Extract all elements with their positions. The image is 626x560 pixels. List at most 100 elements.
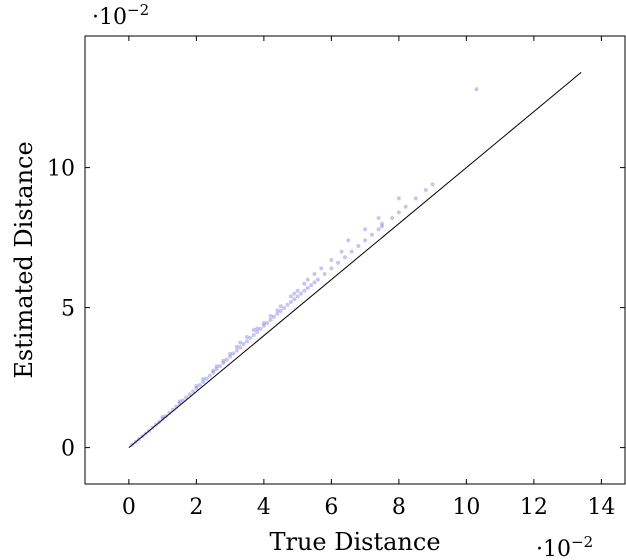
- data-point: [153, 422, 158, 427]
- y-tick-label: 5: [61, 297, 75, 322]
- x-axis-title: True Distance: [269, 528, 440, 556]
- data-point: [194, 384, 199, 388]
- data-point: [211, 368, 216, 373]
- x-tick-label: 0: [122, 495, 136, 520]
- data-point: [197, 383, 202, 388]
- data-point: [292, 297, 297, 302]
- data-point: [251, 333, 256, 338]
- data-point: [295, 288, 300, 293]
- data-point: [299, 291, 303, 296]
- data-point: [288, 300, 293, 304]
- data-point: [228, 354, 233, 359]
- data-point: [258, 326, 263, 331]
- data-point: [376, 227, 381, 232]
- data-point: [268, 314, 273, 318]
- data-point: [265, 321, 270, 325]
- x-tick-label: 10: [452, 495, 480, 520]
- data-point: [184, 395, 189, 400]
- data-point: [309, 283, 314, 288]
- data-point: [292, 291, 297, 296]
- data-point: [133, 440, 138, 444]
- data-point: [130, 442, 135, 447]
- data-point: [160, 414, 165, 419]
- x-scale-label: ·10−2: [536, 533, 593, 560]
- x-tick-label: 8: [392, 495, 406, 520]
- data-point: [336, 260, 341, 265]
- data-point: [403, 204, 408, 209]
- y-axis-title: Estimated Distance: [10, 141, 38, 378]
- y-scale-base: ·10: [92, 5, 127, 30]
- data-point: [322, 272, 327, 276]
- data-point: [150, 425, 155, 430]
- data-point: [214, 367, 219, 372]
- data-point: [356, 244, 361, 248]
- data-point: [268, 317, 273, 322]
- data-point: [187, 392, 192, 397]
- y-tick-label: 10: [47, 157, 75, 182]
- data-point: [180, 398, 185, 403]
- data-point: [160, 416, 165, 421]
- x-tick-label: 2: [189, 495, 203, 520]
- data-point: [177, 399, 182, 404]
- data-point: [234, 344, 239, 349]
- chart-marks: [128, 72, 582, 448]
- data-point: [302, 281, 307, 286]
- data-point: [245, 339, 249, 344]
- data-point: [241, 342, 246, 346]
- data-point: [339, 249, 344, 254]
- data-point: [238, 340, 243, 345]
- data-point: [423, 188, 428, 192]
- data-point: [315, 277, 320, 282]
- data-point: [255, 329, 260, 334]
- data-point: [369, 232, 374, 237]
- y-scale-exponent: −2: [127, 1, 149, 19]
- data-point: [221, 358, 226, 363]
- data-point: [285, 302, 290, 307]
- data-point: [278, 308, 283, 313]
- data-point: [140, 434, 145, 439]
- data-point: [164, 413, 168, 418]
- x-tick-label: 14: [587, 495, 615, 520]
- data-point: [207, 373, 212, 378]
- data-point: [363, 227, 368, 232]
- x-tick-label: 4: [257, 495, 271, 520]
- data-point: [430, 182, 435, 187]
- data-point: [248, 335, 253, 340]
- reference-line: [128, 72, 582, 448]
- data-point: [342, 255, 347, 260]
- y-scale-label: ·10−2: [92, 1, 149, 30]
- data-point: [295, 294, 300, 299]
- data-point: [201, 380, 206, 385]
- data-point: [329, 266, 334, 271]
- y-axis-ticks: 0 5 10: [47, 157, 625, 462]
- data-point: [261, 321, 266, 325]
- data-point: [211, 370, 216, 375]
- data-point: [319, 266, 324, 271]
- data-point: [278, 304, 283, 309]
- y-tick-label: 0: [61, 437, 75, 462]
- data-point: [380, 221, 384, 226]
- data-point: [255, 326, 260, 331]
- data-point: [218, 364, 222, 369]
- data-point: [305, 277, 310, 282]
- data-point: [282, 306, 287, 311]
- data-point: [275, 308, 280, 313]
- data-point: [137, 437, 141, 442]
- data-point: [214, 364, 219, 369]
- data-point: [238, 345, 243, 350]
- data-point: [349, 249, 354, 254]
- data-point: [376, 216, 381, 220]
- data-point: [201, 377, 206, 381]
- data-point: [346, 238, 351, 243]
- data-point: [224, 357, 229, 362]
- data-point: [312, 272, 317, 276]
- data-point: [157, 419, 162, 424]
- data-point: [191, 389, 195, 394]
- data-point: [390, 216, 395, 220]
- data-point: [245, 335, 249, 339]
- data-point: [396, 210, 401, 215]
- data-point: [302, 288, 307, 293]
- data-point: [305, 286, 310, 290]
- data-point: [363, 238, 368, 243]
